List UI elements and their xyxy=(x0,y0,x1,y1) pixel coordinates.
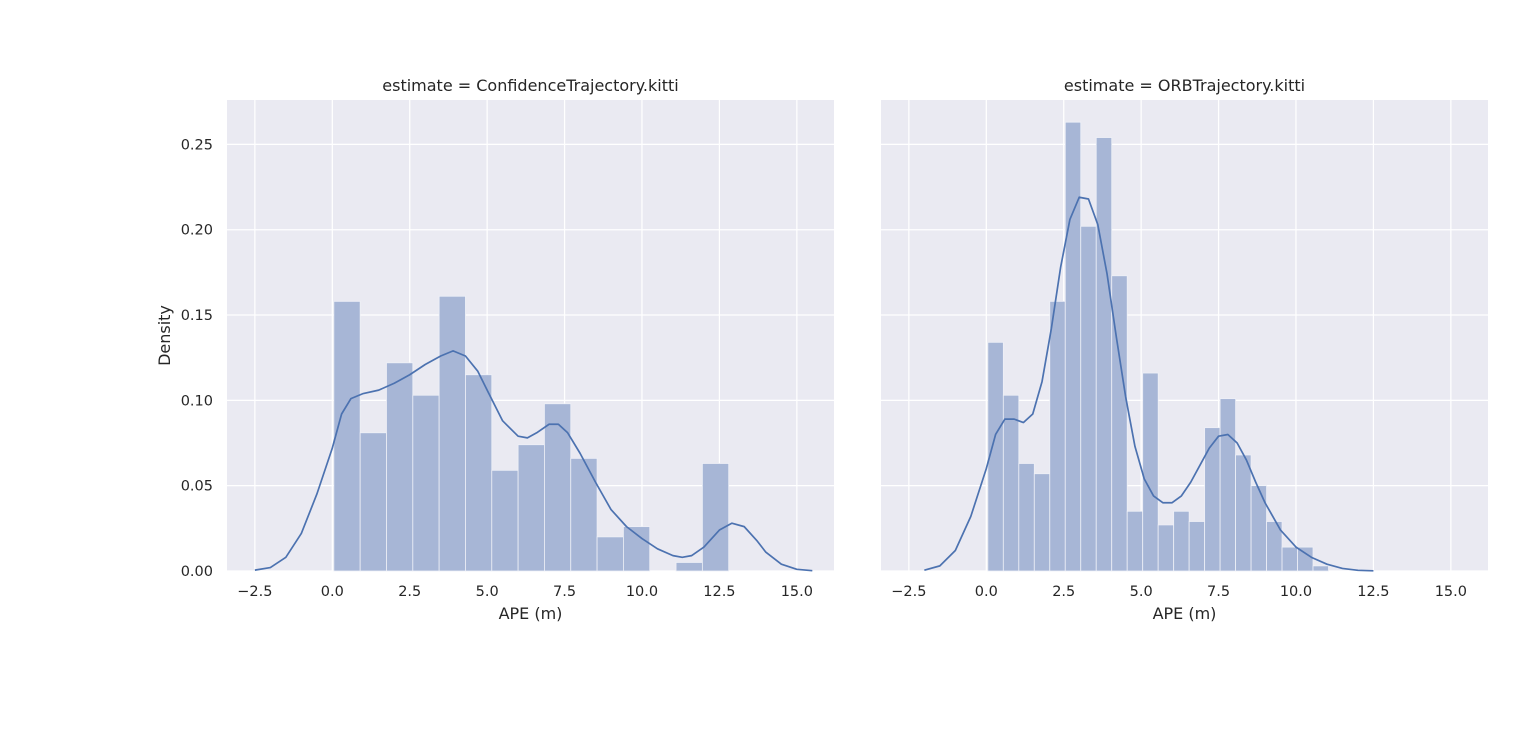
x-tick-label: 15.0 xyxy=(781,584,813,600)
histogram-bar xyxy=(1002,394,1020,572)
x-tick-label: 5.0 xyxy=(1130,584,1153,600)
histogram-bar xyxy=(1219,398,1236,572)
histogram-bar xyxy=(1142,372,1159,572)
x-tick-label: 2.5 xyxy=(1052,584,1075,600)
histogram-bar xyxy=(517,444,545,572)
histogram-bar xyxy=(1250,485,1267,572)
y-tick-label: 0.15 xyxy=(181,308,213,324)
histogram-bar xyxy=(1018,463,1035,572)
histogram-bar xyxy=(333,300,361,572)
histogram-bar xyxy=(386,362,414,572)
x-tick-label: 7.5 xyxy=(553,584,576,600)
histogram-bar xyxy=(1235,454,1252,572)
plot-area xyxy=(881,100,1488,571)
x-tick-label: 0.0 xyxy=(321,584,344,600)
histogram-bar xyxy=(1188,521,1206,572)
histogram-bar xyxy=(1080,225,1097,572)
histogram-bar xyxy=(1126,510,1144,572)
histogram-bar xyxy=(1204,427,1221,572)
x-tick-label: −2.5 xyxy=(891,584,926,600)
histogram-bar xyxy=(438,295,466,572)
x-axis-title: APE (m) xyxy=(499,604,563,623)
y-tick-label: 0.25 xyxy=(181,137,213,153)
x-tick-label: 0.0 xyxy=(975,584,998,600)
y-tick-label: 0.10 xyxy=(181,393,213,409)
x-tick-label: 12.5 xyxy=(1357,584,1389,600)
histogram-bar xyxy=(1266,521,1283,572)
panel-title: estimate = ORBTrajectory.kitti xyxy=(1064,76,1305,95)
x-tick-label: 2.5 xyxy=(398,584,421,600)
y-axis-title: Density xyxy=(155,305,174,366)
kde-line xyxy=(254,350,813,572)
histogram-bar xyxy=(1157,524,1175,572)
histogram-bar xyxy=(544,403,572,572)
histogram-bar xyxy=(465,374,493,572)
y-tick-label: 0.00 xyxy=(181,564,213,580)
histogram-bar xyxy=(701,463,730,572)
x-tick-label: 7.5 xyxy=(1207,584,1230,600)
x-tick-label: 10.0 xyxy=(1280,584,1312,600)
histogram-bar xyxy=(1312,565,1329,572)
panel-confidence: −2.5 0.0 2.5 5.0 7.5 10.0 12.5 15.0 0.00 0.05 0.10… xyxy=(155,76,834,623)
histogram-bar xyxy=(1297,546,1314,572)
histogram-bar xyxy=(1173,510,1190,572)
histogram-bar xyxy=(1095,137,1113,572)
histogram-bar xyxy=(359,432,387,572)
histogram-bar xyxy=(1281,546,1298,572)
histogram-bar xyxy=(1049,300,1066,572)
histogram-bar xyxy=(1064,121,1082,572)
x-tick-label: 12.5 xyxy=(703,584,735,600)
kde-line xyxy=(924,196,1374,572)
histogram-bar xyxy=(675,562,703,572)
histogram-bar xyxy=(596,536,624,572)
histogram-bar xyxy=(1033,473,1051,572)
x-tick-label: 15.0 xyxy=(1435,584,1467,600)
x-tick-label: 5.0 xyxy=(476,584,499,600)
x-tick-label: −2.5 xyxy=(237,584,272,600)
x-axis-title: APE (m) xyxy=(1153,604,1217,623)
panel-orb: −2.5 0.0 2.5 5.0 7.5 10.0 12.5 15.0 estimate = O… xyxy=(881,76,1488,623)
x-tick-label: 10.0 xyxy=(626,584,658,600)
panel-title: estimate = ConfidenceTrajectory.kitti xyxy=(382,76,678,95)
y-tick-label: 0.05 xyxy=(181,479,213,495)
histogram-bar xyxy=(412,394,440,572)
histogram-bar xyxy=(491,469,519,572)
y-tick-label: 0.20 xyxy=(181,223,213,239)
histogram-bar xyxy=(570,457,598,572)
histogram-bar xyxy=(623,526,651,572)
histogram-bar xyxy=(1111,275,1128,572)
